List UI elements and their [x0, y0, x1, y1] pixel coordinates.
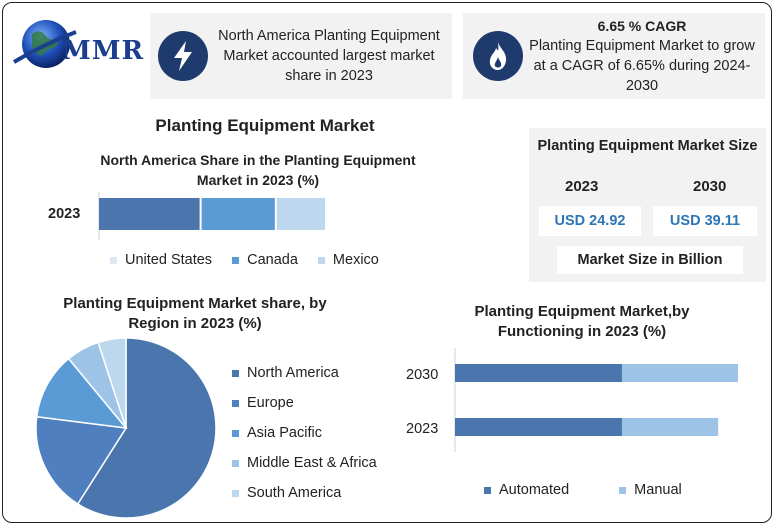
bar-mexico [276, 198, 325, 230]
cagr-title: 6.65 % CAGR [597, 18, 687, 34]
pie-slice-asia-pacific [35, 357, 128, 429]
market-size-year-2030: 2030 [693, 178, 727, 195]
info-card-cagr: 6.65 % CAGR Planting Equipment Market to… [463, 13, 765, 99]
category-label-2023: 2023 [406, 421, 438, 437]
market-size-value-2023: USD 24.92 [539, 206, 641, 236]
card-text: North America Planting Equipment Market … [218, 28, 440, 84]
market-size-footer: Market Size in Billion [557, 246, 743, 274]
chart3-title: Planting Equipment Market,by Functioning… [474, 303, 690, 340]
legend-item-north-america: North America [232, 358, 377, 388]
category-label-2030: 2030 [406, 367, 438, 383]
chart1-legend: United States Canada Mexico [110, 252, 379, 268]
logo: MMR [10, 14, 156, 76]
bar-united-states [99, 198, 200, 230]
chart2-title: Planting Equipment Market share, by Regi… [63, 295, 327, 332]
market-size-year-2023: 2023 [565, 178, 599, 195]
flame-icon [473, 31, 523, 81]
legend-item-south-america: South America [232, 478, 377, 508]
chart3-svg: 2030 2023 [406, 348, 738, 452]
chart1-svg: 2023 [48, 192, 325, 240]
legend-item-canada: Canada [232, 252, 298, 268]
legend-item-united-states: United States [110, 252, 212, 268]
logo-text: MMR [62, 36, 145, 66]
globe-icon [12, 20, 77, 68]
cagr-text: Planting Equipment Market to grow at a C… [529, 38, 755, 94]
lightning-icon [158, 31, 208, 81]
bar-automated-2023 [455, 418, 622, 436]
legend-item-middle-east-africa: Middle East & Africa [232, 448, 377, 478]
bar-canada [201, 198, 275, 230]
pie-slice-europe [35, 415, 128, 506]
chart3-legend: Automated Manual [484, 482, 682, 498]
pie-slice-south-america [97, 337, 127, 429]
info-card-north-america: North America Planting Equipment Market … [150, 13, 452, 99]
chart2-legend: North America Europe Asia Pacific Middle… [232, 358, 377, 508]
bar-manual-2023 [621, 418, 719, 436]
market-size-value-2030: USD 39.11 [653, 206, 757, 236]
bar-manual-2030 [621, 364, 738, 382]
card-text: 6.65 % CAGR Planting Equipment Market to… [529, 16, 755, 96]
legend-item-asia-pacific: Asia Pacific [232, 418, 377, 448]
legend-item-manual: Manual [619, 482, 682, 498]
legend-item-automated: Automated [484, 482, 569, 498]
pie-slice-north-america [76, 337, 217, 519]
bar-automated-2030 [455, 364, 622, 382]
market-size-panel: Planting Equipment Market Size 2023 2030… [529, 128, 766, 282]
chart2-pie-svg [35, 337, 217, 519]
main-title: Planting Equipment Market [155, 116, 375, 135]
chart1-title: North America Share in the Planting Equi… [100, 152, 416, 188]
market-size-title: Planting Equipment Market Size [537, 138, 758, 154]
legend-item-mexico: Mexico [317, 252, 379, 268]
chart1-category-label: 2023 [48, 206, 80, 222]
legend-item-europe: Europe [232, 388, 377, 418]
